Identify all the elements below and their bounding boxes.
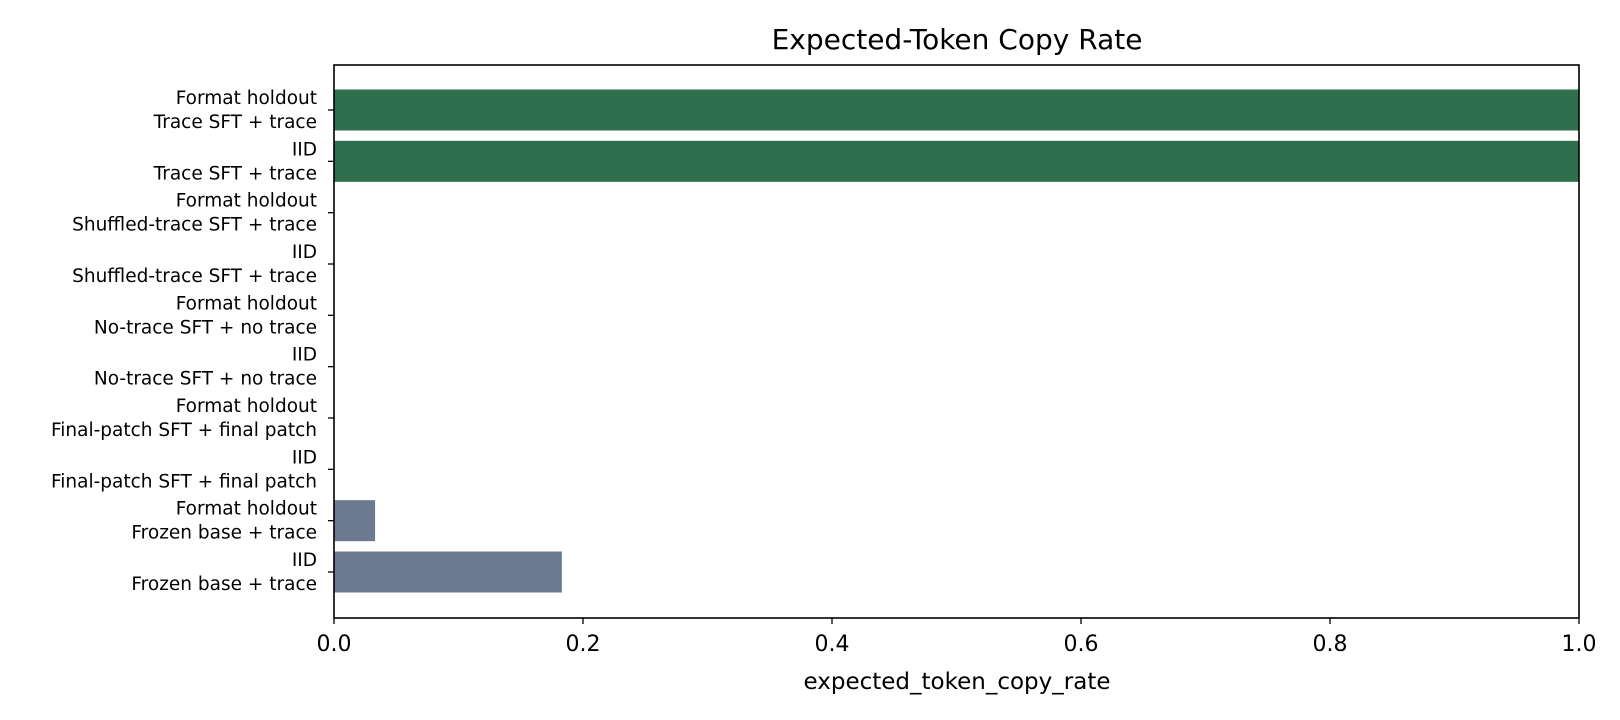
y-tick-label-line2: No-trace SFT + no trace: [94, 369, 317, 390]
y-tick-label-line2: Trace SFT + trace: [153, 163, 317, 184]
plot-frame: [333, 64, 1580, 619]
y-axis: Format holdout Trace SFT + trace IID Trace …: [51, 88, 334, 595]
y-tick-label-line2: Frozen base + trace: [131, 523, 317, 544]
y-tick-label-line2: Frozen base + trace: [131, 574, 317, 595]
x-tick-label: 0.6: [1064, 632, 1099, 657]
bar: [334, 500, 376, 542]
x-tick-label: 0.8: [1313, 632, 1348, 657]
y-tick-label-line2: Trace SFT + trace: [153, 112, 317, 133]
y-tick-label-line2: Shuffled-trace SFT + trace: [72, 215, 317, 236]
y-tick-label-line1: IID: [292, 447, 317, 468]
x-axis-label: expected_token_copy_rate: [804, 669, 1111, 695]
y-tick-label-line1: IID: [292, 139, 317, 160]
x-tick-label: 0.4: [815, 632, 850, 657]
bars-group: [334, 89, 1579, 593]
y-tick-label-line1: IID: [292, 550, 317, 571]
y-tick-label-line1: IID: [292, 242, 317, 263]
y-tick-label-line1: Format holdout: [176, 88, 317, 109]
x-tick-label: 0.0: [317, 632, 352, 657]
bar: [334, 140, 1579, 182]
y-tick-label-line2: Final-patch SFT + final patch: [51, 471, 317, 492]
y-tick-label-line1: IID: [292, 345, 317, 366]
y-tick-label-line2: Final-patch SFT + final patch: [51, 420, 317, 441]
x-tick-label: 0.2: [566, 632, 601, 657]
bar: [334, 89, 1579, 131]
y-tick-label-line2: No-trace SFT + no trace: [94, 317, 317, 338]
y-tick-label-line1: Format holdout: [176, 499, 317, 520]
y-tick-label-line2: Shuffled-trace SFT + trace: [72, 266, 317, 287]
y-tick-label-line1: Format holdout: [176, 191, 317, 212]
bar: [334, 551, 562, 593]
x-tick-label: 1.0: [1562, 632, 1597, 657]
x-axis: 0.0 0.2 0.4 0.6 0.8 1.0: [317, 618, 1597, 657]
y-tick-label-line1: Format holdout: [176, 396, 317, 417]
y-tick-label-line1: Format holdout: [176, 293, 317, 314]
chart-title: Expected-Token Copy Rate: [772, 23, 1143, 56]
